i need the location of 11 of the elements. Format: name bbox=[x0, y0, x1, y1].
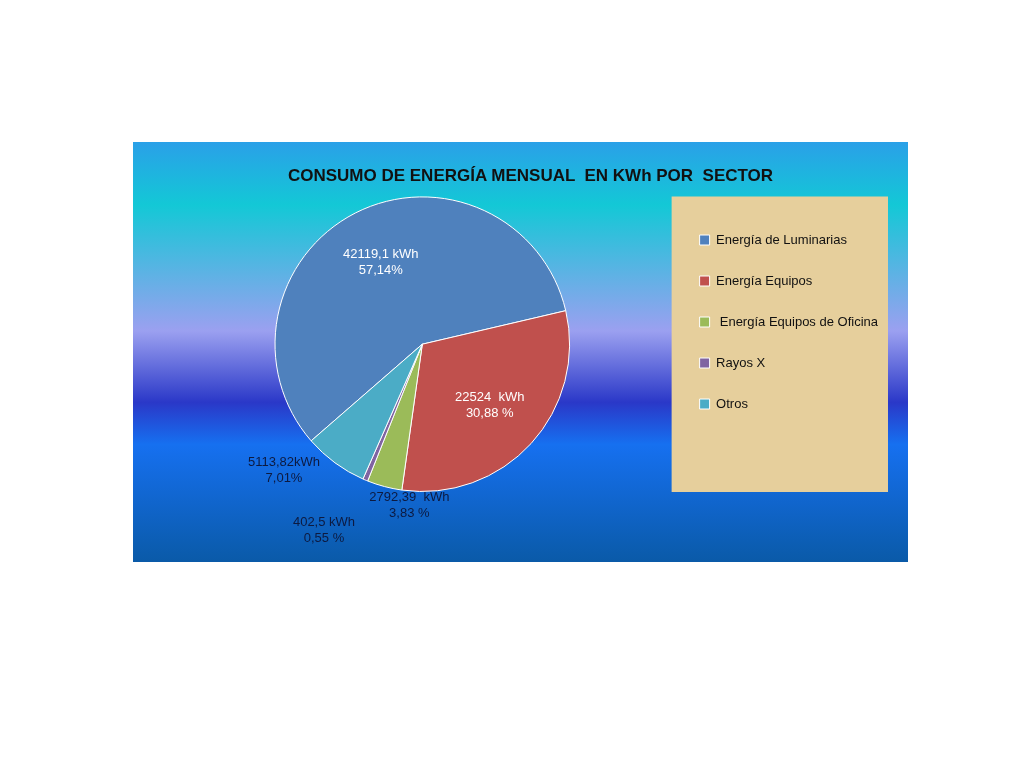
legend-label: Energía de Luminarias bbox=[716, 231, 848, 247]
legend-label: Otros bbox=[716, 395, 749, 411]
legend-label: Energía Equipos bbox=[716, 272, 813, 288]
data-label: 2792,39 kWh 3,83 % bbox=[369, 489, 450, 521]
data-label: 22524 kWh 30,88 % bbox=[455, 389, 525, 421]
legend-label: Rayos X bbox=[716, 354, 766, 370]
data-label: 5113,82kWh 7,01% bbox=[247, 454, 321, 486]
data-label: 402,5 kWh 0,55 % bbox=[292, 514, 356, 546]
legend-label: Energía Equipos de Oficina bbox=[716, 313, 879, 329]
data-label: 42119,1 kWh 57,14% bbox=[342, 246, 419, 278]
chart-title: CONSUMO DE ENERGÍA MENSUAL EN KWh POR SECTOR bbox=[287, 165, 774, 185]
